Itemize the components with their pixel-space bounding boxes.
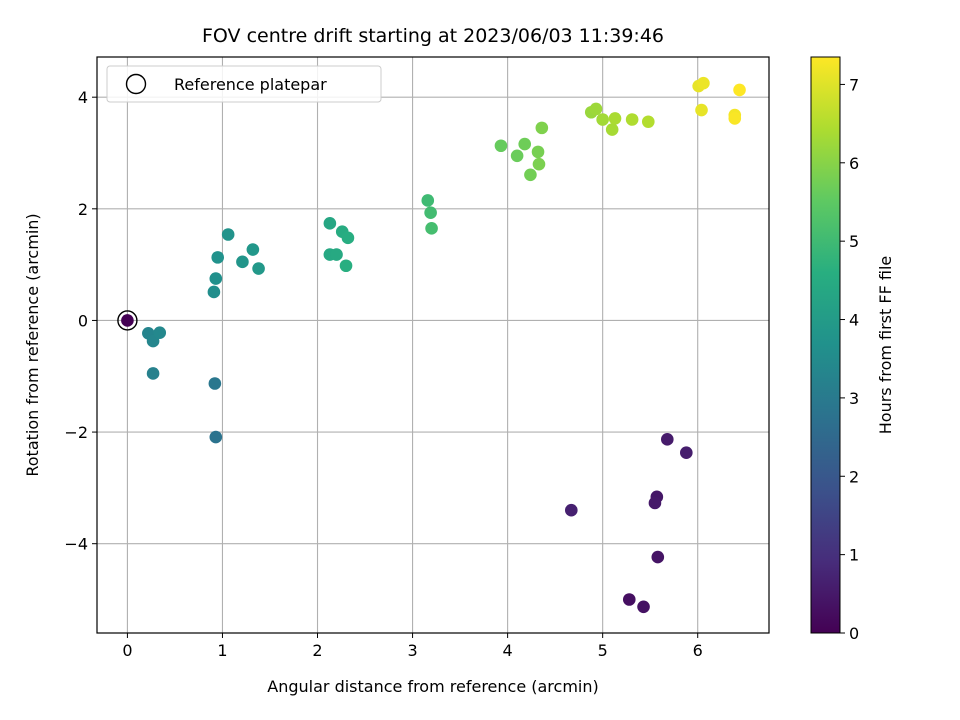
colorbar-tick-label: 5 — [849, 232, 859, 251]
data-point — [211, 251, 225, 264]
data-point — [695, 103, 708, 117]
data-point — [425, 222, 438, 235]
data-point — [535, 121, 549, 135]
data-point — [121, 314, 134, 327]
data-point — [421, 194, 435, 207]
y-axis-ticks: −4 −2 0 2 4 — [64, 88, 97, 554]
data-point — [648, 496, 662, 510]
data-point — [608, 112, 622, 125]
data-point — [524, 168, 537, 182]
x-tick-label: 0 — [122, 641, 132, 660]
data-point — [208, 377, 222, 390]
chart-title: FOV centre drift starting at 2023/06/03 … — [202, 25, 664, 47]
y-tick-label: −2 — [64, 423, 88, 442]
plot-area-frame — [96, 56, 770, 634]
colorbar-tick-label: 0 — [849, 624, 859, 643]
colorbar-tick-label: 4 — [849, 311, 859, 330]
x-tick-label: 6 — [693, 641, 703, 660]
data-point — [605, 123, 619, 136]
data-point — [697, 76, 710, 90]
y-tick-label: 2 — [78, 200, 88, 219]
colorbar-ticks: 0 1 2 3 4 5 6 7 — [840, 75, 859, 643]
x-tick-label: 1 — [217, 641, 227, 660]
data-point — [153, 326, 167, 340]
data-point — [637, 600, 650, 614]
data-point — [564, 503, 578, 517]
colorbar-label: Hours from first FF file — [876, 256, 895, 435]
data-point — [733, 83, 746, 97]
colorbar-tick-label: 2 — [849, 467, 859, 486]
data-point — [531, 145, 545, 159]
y-tick-label: 0 — [78, 311, 88, 330]
data-point — [660, 433, 674, 446]
data-point — [651, 550, 665, 564]
data-point — [341, 231, 355, 245]
reference-marker — [117, 310, 138, 331]
data-point — [209, 430, 223, 444]
data-points — [121, 76, 746, 614]
data-point — [424, 206, 437, 220]
data-point — [221, 228, 235, 241]
data-point — [246, 243, 260, 256]
legend-entry-label: Reference platepar — [174, 75, 327, 94]
x-tick-label: 5 — [598, 641, 608, 660]
colorbar-tick-label: 1 — [849, 546, 859, 565]
grid-lines — [97, 57, 769, 633]
data-point — [494, 139, 508, 153]
data-point — [532, 157, 546, 171]
data-point — [252, 262, 265, 275]
data-point — [641, 115, 655, 129]
colorbar-tick-label: 3 — [849, 389, 859, 408]
data-point — [589, 102, 603, 116]
data-point — [510, 149, 524, 163]
x-axis-label: Angular distance from reference (arcmin) — [267, 677, 598, 696]
data-point — [209, 272, 223, 285]
x-tick-label: 2 — [312, 641, 322, 660]
legend: Reference platepar — [106, 65, 382, 103]
data-point — [680, 446, 693, 460]
data-point — [330, 248, 343, 261]
data-point — [146, 367, 160, 380]
data-point — [323, 217, 337, 230]
y-axis-label: Rotation from reference (arcmin) — [23, 213, 42, 476]
colorbar-gradient — [810, 56, 841, 634]
data-point — [596, 113, 609, 126]
colorbar-tick-label: 7 — [849, 75, 859, 94]
legend-box — [106, 65, 382, 103]
data-point — [518, 137, 532, 151]
legend-marker-icon — [125, 73, 147, 95]
data-point — [622, 593, 636, 606]
x-axis-ticks: 0 1 2 3 4 5 6 — [122, 633, 703, 660]
x-tick-label: 4 — [503, 641, 513, 660]
data-point — [207, 285, 221, 299]
y-tick-label: 4 — [78, 88, 88, 107]
colorbar: 0 1 2 3 4 5 6 7 Hours from first FF file — [810, 56, 895, 643]
reference-marker-layer — [117, 310, 138, 331]
x-tick-label: 3 — [407, 641, 417, 660]
data-point — [728, 112, 742, 125]
data-point — [339, 259, 353, 273]
y-tick-label: −4 — [64, 535, 88, 554]
data-point — [236, 255, 249, 269]
data-point — [625, 113, 639, 126]
colorbar-tick-label: 6 — [849, 154, 859, 173]
